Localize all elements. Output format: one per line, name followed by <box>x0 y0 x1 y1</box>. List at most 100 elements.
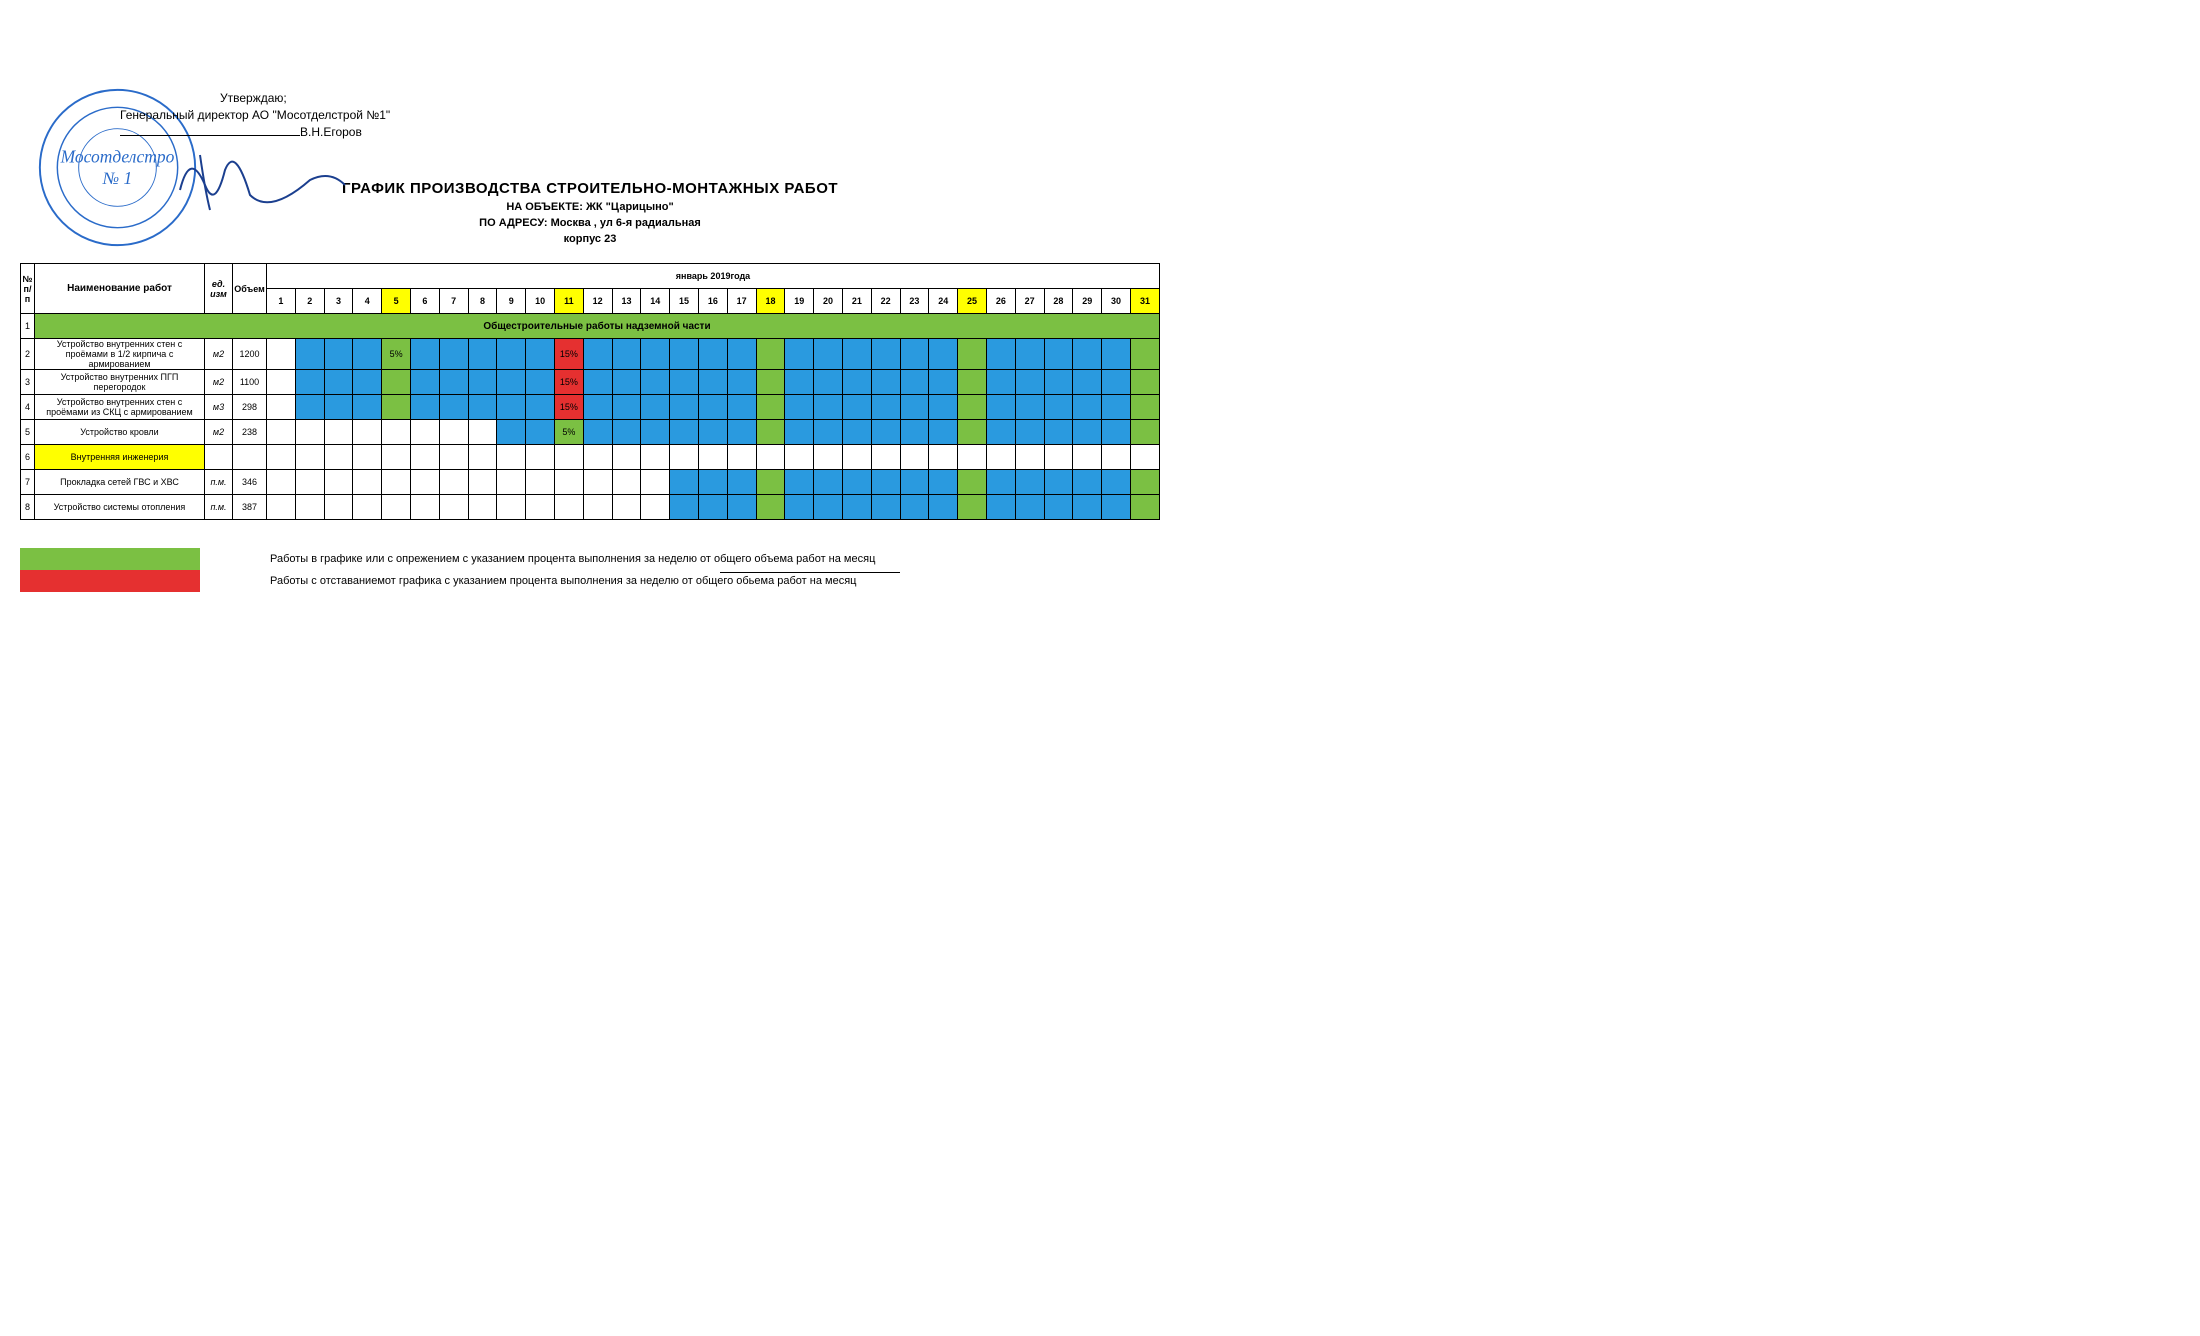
gantt-cell <box>958 495 987 520</box>
gantt-cell <box>785 470 814 495</box>
gantt-cell <box>756 370 785 395</box>
day-header-11: 11 <box>554 289 583 314</box>
gantt-cell <box>526 395 555 420</box>
row-volume: 1200 <box>233 339 267 370</box>
gantt-cell <box>814 470 843 495</box>
gantt-cell <box>1130 370 1159 395</box>
gantt-cell <box>756 470 785 495</box>
legend-text-green: Работы в графике или с опрежением с указ… <box>270 553 875 565</box>
approval-line2: Генеральный директор АО "Мосотделстрой №… <box>120 107 390 124</box>
row-num: 2 <box>21 339 35 370</box>
gantt-cell <box>641 370 670 395</box>
gantt-cell <box>295 339 324 370</box>
gantt-cell <box>468 339 497 370</box>
gantt-cell <box>526 495 555 520</box>
gantt-cell <box>814 495 843 520</box>
gantt-cell <box>727 420 756 445</box>
gantt-cell <box>986 470 1015 495</box>
gantt-cell <box>1044 420 1073 445</box>
gantt-cell <box>295 395 324 420</box>
gantt-cell <box>929 445 958 470</box>
gantt-cell <box>468 445 497 470</box>
gantt-cell <box>526 470 555 495</box>
legend-row-green: Работы в графике или с опрежением с указ… <box>20 548 1160 570</box>
gantt-cell <box>267 470 296 495</box>
gantt-cell <box>670 420 699 445</box>
day-header-18: 18 <box>756 289 785 314</box>
gantt-cell <box>468 470 497 495</box>
gantt-cell <box>929 470 958 495</box>
gantt-cell <box>1102 339 1131 370</box>
svg-text:Мосотделстро: Мосотделстро <box>60 147 175 167</box>
approval-name-line: В.Н.Егоров <box>120 124 390 141</box>
legend: Работы в графике или с опрежением с указ… <box>20 548 1160 592</box>
row-num: 6 <box>21 445 35 470</box>
gantt-cell <box>583 495 612 520</box>
row-name: Устройство внутренних стен с проёмами из… <box>35 395 205 420</box>
gantt-cell <box>1130 495 1159 520</box>
gantt-cell <box>324 420 353 445</box>
day-header-24: 24 <box>929 289 958 314</box>
approval-name: В.Н.Егоров <box>300 125 362 139</box>
day-header-26: 26 <box>986 289 1015 314</box>
gantt-cell <box>353 395 382 420</box>
gantt-cell <box>1102 470 1131 495</box>
page: Мосотделстро № 1 Утверждаю; Генеральный … <box>20 20 1160 592</box>
gantt-cell <box>497 420 526 445</box>
gantt-cell <box>324 495 353 520</box>
gantt-cell: 5% <box>554 420 583 445</box>
gantt-cell <box>1130 420 1159 445</box>
gantt-cell <box>324 395 353 420</box>
gantt-cell <box>583 370 612 395</box>
gantt-cell <box>727 370 756 395</box>
svg-text:№ 1: № 1 <box>102 168 133 188</box>
gantt-cell <box>986 445 1015 470</box>
gantt-cell <box>295 420 324 445</box>
gantt-cell <box>497 445 526 470</box>
gantt-cell <box>756 420 785 445</box>
row-unit <box>205 445 233 470</box>
gantt-cell <box>871 445 900 470</box>
gantt-cell <box>785 370 814 395</box>
gantt-cell <box>1073 470 1102 495</box>
gantt-cell <box>353 339 382 370</box>
gantt-cell <box>641 395 670 420</box>
gantt-cell <box>958 339 987 370</box>
day-header-14: 14 <box>641 289 670 314</box>
row-unit: м2 <box>205 370 233 395</box>
gantt-cell <box>785 395 814 420</box>
day-header-2: 2 <box>295 289 324 314</box>
gantt-cell <box>1073 420 1102 445</box>
signature <box>170 140 350 220</box>
gantt-cell <box>410 445 439 470</box>
gantt-cell <box>439 420 468 445</box>
row-num: 3 <box>21 370 35 395</box>
gantt-cell <box>497 495 526 520</box>
table-row: 6Внутренняя инженерия <box>21 445 1160 470</box>
gantt-cell <box>468 420 497 445</box>
day-header-6: 6 <box>410 289 439 314</box>
gantt-cell <box>785 420 814 445</box>
gantt-cell <box>382 395 411 420</box>
gantt-cell: 15% <box>554 395 583 420</box>
gantt-cell <box>583 420 612 445</box>
gantt-cell <box>929 495 958 520</box>
gantt-cell <box>612 470 641 495</box>
day-header-12: 12 <box>583 289 612 314</box>
gantt-cell <box>1130 445 1159 470</box>
gantt-cell <box>641 420 670 445</box>
gantt-cell <box>583 470 612 495</box>
gantt-cell <box>986 370 1015 395</box>
table-row: 3Устройство внутренних ПГП перегородокм2… <box>21 370 1160 395</box>
row-num: 7 <box>21 470 35 495</box>
day-header-22: 22 <box>871 289 900 314</box>
gantt-cell <box>497 339 526 370</box>
day-header-30: 30 <box>1102 289 1131 314</box>
gantt-cell <box>612 339 641 370</box>
gantt-cell <box>670 470 699 495</box>
gantt-cell <box>410 420 439 445</box>
gantt-cell <box>670 445 699 470</box>
gantt-cell <box>871 420 900 445</box>
gantt-cell <box>842 420 871 445</box>
gantt-cell <box>554 470 583 495</box>
